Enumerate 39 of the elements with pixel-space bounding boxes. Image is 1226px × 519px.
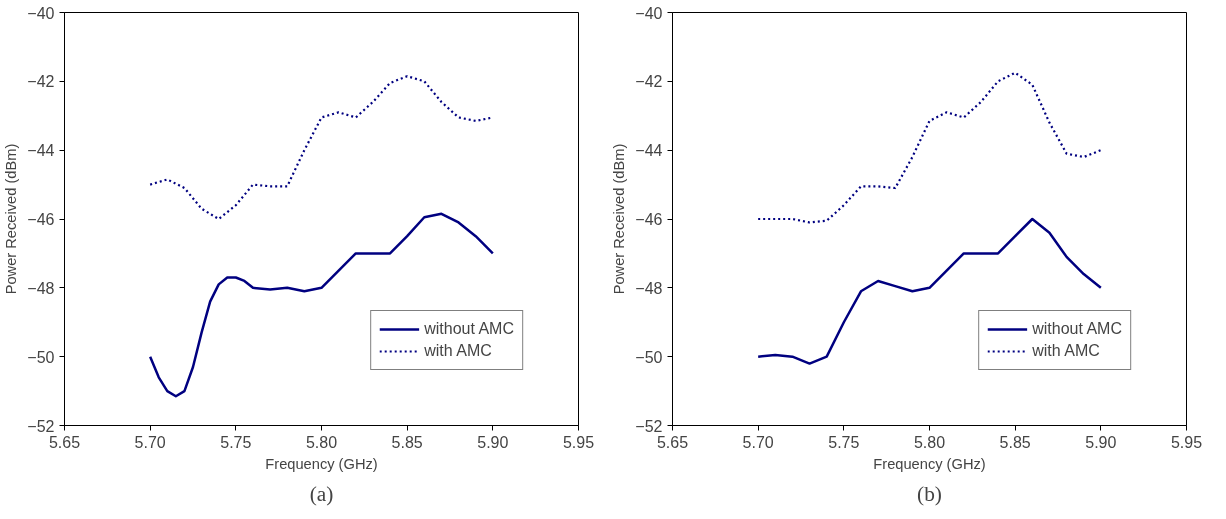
x-tick-label: 5.90 [1085,433,1117,451]
x-tick-label: 5.95 [1170,433,1203,451]
x-tick-label: 5.85 [391,433,423,451]
y-tick-label: −44 [635,142,663,160]
text: (b) [917,481,942,506]
x-tick-label: 5.80 [305,433,338,451]
y-axis-title: Power Received (dBm) [611,143,628,295]
y-tick-label: −42 [27,73,55,91]
y-tick-label: −50 [27,348,55,366]
legend-label: with AMC [424,342,492,360]
x-tick-label: 5.75 [220,433,252,451]
x-tick-label: 5.65 [656,433,689,451]
y-tick-label: −40 [635,4,663,22]
y-tick-label: −48 [27,279,55,297]
legend-label: with AMC [1032,342,1100,360]
x-axis-title: Frequency (GHz) [265,455,378,472]
y-tick-label: −48 [635,279,663,297]
x-tick-label: 5.80 [913,433,946,451]
x-tick-label: 5.75 [828,433,860,451]
legend-label: without AMC [1032,320,1122,338]
x-tick-label: 5.85 [999,433,1031,451]
y-tick-label: −52 [635,417,663,435]
x-tick-label: 5.65 [48,433,81,451]
y-axis-title: Power Received (dBm) [3,143,20,295]
x-axis-title: Frequency (GHz) [873,455,986,472]
legend-label: without AMC [424,320,514,338]
x-tick-label: 5.90 [477,433,509,451]
y-tick-label: −50 [635,348,663,366]
text: (a) [309,481,334,506]
y-tick-label: −46 [635,211,663,228]
x-tick-label: 5.70 [134,433,166,451]
y-tick-label: −46 [27,211,55,228]
x-tick-label: 5.95 [562,433,595,451]
y-tick-label: −44 [27,142,55,160]
x-tick-label: 5.70 [742,433,774,451]
line-series [757,71,1102,224]
y-tick-label: −42 [635,73,663,91]
y-tick-label: −40 [27,4,55,22]
y-tick-label: −52 [27,417,55,435]
